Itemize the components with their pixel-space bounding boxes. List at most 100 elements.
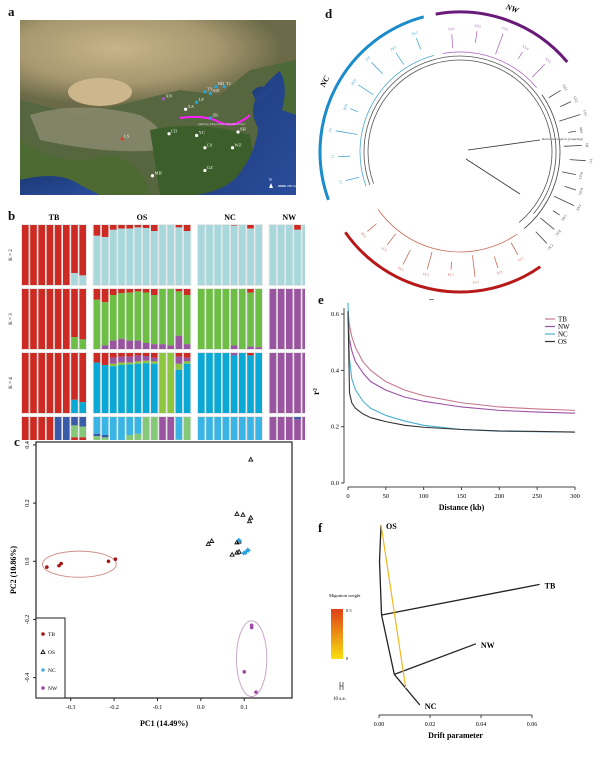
admixture-bar-segment [255,347,262,349]
admixture-bar-segment [71,353,78,400]
admixture-bar-segment [118,353,125,357]
admixture-bar-segment [79,353,86,402]
treemix-x-tick-label: 0.04 [476,722,487,728]
admixture-bar-segment [110,364,117,366]
tree-tip-branch [511,243,518,255]
tree-tip-branch [336,131,358,135]
tree-tip-label: LS5 [422,272,429,278]
route-label: Qinling Mountains–Huaihe River [198,122,246,126]
admixture-bar-segment [294,417,301,419]
ld-x-axis-label: Distance (kb) [439,503,485,512]
admixture-bar-segment [184,295,191,344]
tree-tip-branch [549,90,561,97]
pca-y-tick-label: -0.4 [25,673,31,683]
admixture-bar-segment [151,364,158,413]
admixture-bar-segment [71,225,78,273]
admixture-bar-segment [159,344,166,349]
pca-x-axis-label: PC1 (14.49%) [140,719,188,728]
admixture-bar-segment [79,417,86,427]
admixture-bar-segment [94,300,101,349]
tree-tip-branch [496,34,504,55]
admixture-bar-segment [167,289,174,345]
admixture-group-label: NW [282,213,296,222]
admixture-bar-segment [151,353,158,358]
tree-clade-bracket-nc [320,17,424,200]
admixture-bar-segment [135,355,142,361]
pca-ellipse-tb [43,551,117,577]
tree-tip-label: CS2 [546,243,553,250]
se-scale-label: 10 s.e. [333,697,346,702]
admixture-bar-segment [270,225,277,285]
ld-x-tick-label: 0 [346,493,349,500]
tree-tip-branch [570,160,586,161]
admixture-bar-segment [214,225,221,285]
admixture-bar-segment [135,227,142,285]
treemix-tip-label: NW [481,641,495,650]
admixture-bar-segment [135,225,142,227]
migration-legend-tick: 0 [346,656,349,661]
tree-tip-label: XN4 [521,44,529,51]
admixture-bar-segment [118,357,125,363]
admixture-bar-segment [278,353,285,413]
tree-tip-label: XN1 [448,27,455,31]
pca-y-tick-label: 0.4 [25,441,31,449]
admixture-bar-segment [135,353,142,355]
tree-outgroup-branch [468,140,540,150]
admixture-bar-segment [47,353,54,413]
admixture-bar-segment [126,229,133,285]
tree-tip-branch [416,38,420,49]
tree-tip-branch [554,196,574,205]
admixture-bar-segment [71,273,78,285]
admixture-bar-segment [143,363,150,413]
tree-tip-label: BD2 [350,78,357,86]
pca-point-tb [59,562,63,566]
admixture-bar-segment [118,339,125,349]
treemix-x-axis-label: Drift parameter [428,731,483,740]
admixture-bar-segment [143,225,150,228]
tree-tip-label: TY [328,127,333,133]
admixture-bar-segment [176,227,183,285]
treemix-tip-label: NC [425,702,437,711]
admixture-bar-segment [231,225,238,226]
admixture-bar-segment [79,289,86,339]
admixture-bar-segment [38,225,45,285]
admixture-bar-segment [110,230,117,285]
scale-label: 200 km [287,184,296,188]
admixture-bar-segment [118,225,125,229]
map-site-label: YC [199,130,205,135]
tree-clade-bracket-tb [345,232,540,292]
admixture-bar-segment [94,353,101,363]
admixture-group-label: NC [224,213,236,222]
map-site-label: SH [240,127,247,132]
pca-x-tick-label: -0.1 [153,705,163,711]
map-site-label: GZ [207,165,213,170]
tree-tip-label: XA1 [554,229,562,237]
admixture-bar-segment [38,353,45,413]
admixture-bar-segment [286,225,293,285]
tree-tip-label: XN2 [474,24,482,29]
tree-tip-branch [367,224,376,232]
admixture-bar-segment [247,355,254,413]
admixture-bar-segment [184,289,191,295]
pca-plot-frame [36,442,292,698]
admixture-k-label: K = 4 [9,377,14,389]
tree-tip-label: MH [579,127,584,134]
admixture-bar-segment [231,353,238,355]
admixture-bar-segment [79,402,86,413]
admixture-bar-segment [151,361,158,363]
admixture-bar-segment [198,225,205,285]
tree-clade-label: NC [318,74,332,89]
admixture-bar-segment [118,229,125,285]
tree-tip-label: ZK1 [389,45,397,52]
tree-tip-branch [358,85,373,95]
admixture-bar-segment [184,231,191,285]
admixture-bar-segment [102,353,109,365]
treemix-x-tick-label: 0.02 [425,722,436,728]
tree-tip-label: SH [585,143,589,148]
tree-backbone-arc [364,56,556,214]
admixture-bar-segment [223,225,230,285]
tree-tip-label: SJZ [364,55,371,62]
